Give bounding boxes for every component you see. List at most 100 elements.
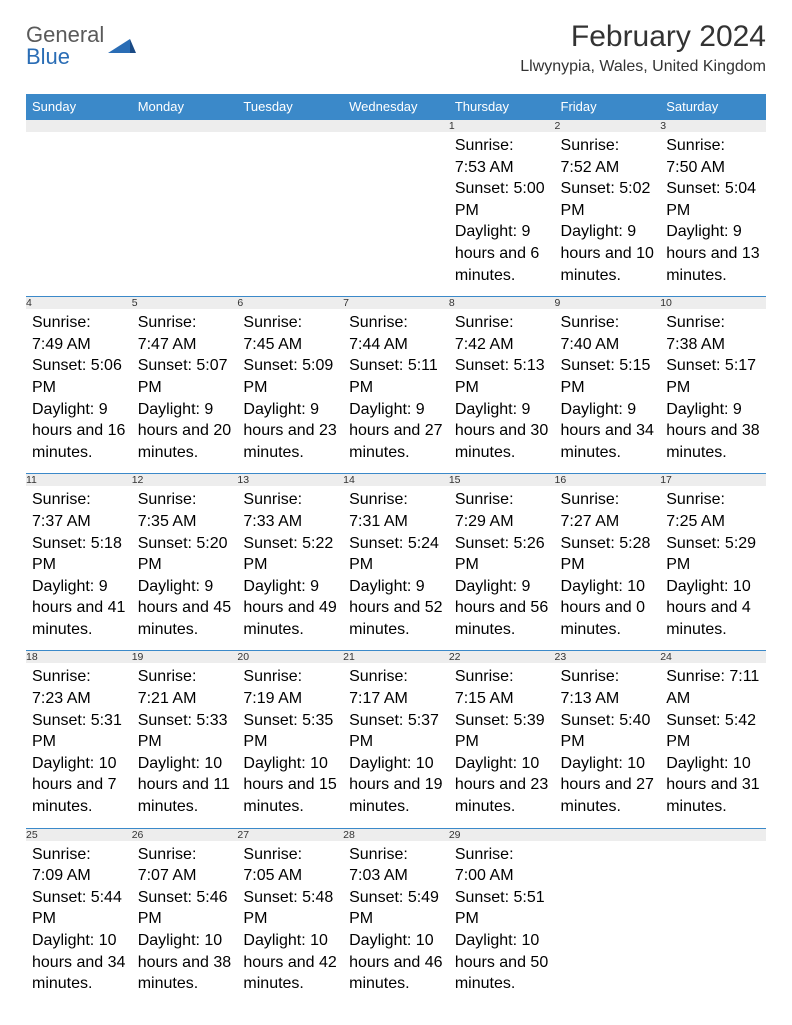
day-number-cell: 17 (660, 474, 766, 487)
calendar-page: General Blue February 2024 Llwynypia, Wa… (0, 0, 792, 1025)
day-data-cell (237, 132, 343, 297)
day-details: Sunrise: 7:05 AMSunset: 5:48 PMDaylight:… (237, 841, 343, 1005)
day-data-cell: Sunrise: 7:11 AMSunset: 5:42 PMDaylight:… (660, 663, 766, 828)
day-data-cell: Sunrise: 7:00 AMSunset: 5:51 PMDaylight:… (449, 841, 555, 1005)
day-details: Sunrise: 7:52 AMSunset: 5:02 PMDaylight:… (555, 132, 661, 296)
day-details: Sunrise: 7:47 AMSunset: 5:07 PMDaylight:… (132, 309, 238, 473)
day-number-cell: 25 (26, 828, 132, 841)
day-number-cell: 14 (343, 474, 449, 487)
day-data-cell: Sunrise: 7:50 AMSunset: 5:04 PMDaylight:… (660, 132, 766, 297)
day-number-cell: 1 (449, 120, 555, 133)
day-number-cell: 4 (26, 297, 132, 310)
calendar-week-numrow: 18192021222324 (26, 651, 766, 664)
day-data-cell: Sunrise: 7:17 AMSunset: 5:37 PMDaylight:… (343, 663, 449, 828)
month-title: February 2024 (520, 20, 766, 54)
calendar-week-datarow: Sunrise: 7:37 AMSunset: 5:18 PMDaylight:… (26, 486, 766, 651)
day-details: Sunrise: 7:49 AMSunset: 5:06 PMDaylight:… (26, 309, 132, 473)
day-number-cell: 11 (26, 474, 132, 487)
day-number-cell: 16 (555, 474, 661, 487)
day-details: Sunrise: 7:33 AMSunset: 5:22 PMDaylight:… (237, 486, 343, 650)
day-header: Sunday (26, 94, 132, 120)
day-data-cell: Sunrise: 7:49 AMSunset: 5:06 PMDaylight:… (26, 309, 132, 474)
day-number-cell: 20 (237, 651, 343, 664)
day-number-cell (132, 120, 238, 133)
calendar-week-datarow: Sunrise: 7:23 AMSunset: 5:31 PMDaylight:… (26, 663, 766, 828)
day-number-cell: 5 (132, 297, 238, 310)
day-number-cell: 18 (26, 651, 132, 664)
day-data-cell (660, 841, 766, 1005)
day-data-cell (343, 132, 449, 297)
calendar-week-numrow: 45678910 (26, 297, 766, 310)
logo-line1: General (26, 24, 104, 46)
logo: General Blue (26, 24, 136, 68)
calendar-week-numrow: 2526272829 (26, 828, 766, 841)
day-number-cell: 12 (132, 474, 238, 487)
day-number-cell (660, 828, 766, 841)
day-details: Sunrise: 7:44 AMSunset: 5:11 PMDaylight:… (343, 309, 449, 473)
day-number-cell: 2 (555, 120, 661, 133)
day-number-cell: 24 (660, 651, 766, 664)
day-data-cell: Sunrise: 7:33 AMSunset: 5:22 PMDaylight:… (237, 486, 343, 651)
day-data-cell: Sunrise: 7:31 AMSunset: 5:24 PMDaylight:… (343, 486, 449, 651)
day-number-cell: 23 (555, 651, 661, 664)
day-data-cell: Sunrise: 7:52 AMSunset: 5:02 PMDaylight:… (555, 132, 661, 297)
calendar-header-row: Sunday Monday Tuesday Wednesday Thursday… (26, 94, 766, 120)
day-data-cell: Sunrise: 7:35 AMSunset: 5:20 PMDaylight:… (132, 486, 238, 651)
day-header: Monday (132, 94, 238, 120)
day-number-cell (555, 828, 661, 841)
day-details: Sunrise: 7:15 AMSunset: 5:39 PMDaylight:… (449, 663, 555, 827)
day-data-cell (132, 132, 238, 297)
calendar-table: Sunday Monday Tuesday Wednesday Thursday… (26, 94, 766, 1005)
day-details: Sunrise: 7:00 AMSunset: 5:51 PMDaylight:… (449, 841, 555, 1005)
calendar-body: 123Sunrise: 7:53 AMSunset: 5:00 PMDaylig… (26, 120, 766, 1005)
day-number-cell: 9 (555, 297, 661, 310)
day-data-cell (26, 132, 132, 297)
day-data-cell: Sunrise: 7:05 AMSunset: 5:48 PMDaylight:… (237, 841, 343, 1005)
day-number-cell: 3 (660, 120, 766, 133)
day-header: Wednesday (343, 94, 449, 120)
calendar-week-datarow: Sunrise: 7:49 AMSunset: 5:06 PMDaylight:… (26, 309, 766, 474)
day-details: Sunrise: 7:29 AMSunset: 5:26 PMDaylight:… (449, 486, 555, 650)
calendar-week-numrow: 123 (26, 120, 766, 133)
day-data-cell: Sunrise: 7:03 AMSunset: 5:49 PMDaylight:… (343, 841, 449, 1005)
logo-text: General Blue (26, 24, 104, 68)
day-header: Tuesday (237, 94, 343, 120)
day-data-cell: Sunrise: 7:23 AMSunset: 5:31 PMDaylight:… (26, 663, 132, 828)
day-data-cell: Sunrise: 7:47 AMSunset: 5:07 PMDaylight:… (132, 309, 238, 474)
day-data-cell (555, 841, 661, 1005)
day-data-cell: Sunrise: 7:15 AMSunset: 5:39 PMDaylight:… (449, 663, 555, 828)
day-number-cell: 10 (660, 297, 766, 310)
title-block: February 2024 Llwynypia, Wales, United K… (520, 20, 766, 76)
day-details: Sunrise: 7:27 AMSunset: 5:28 PMDaylight:… (555, 486, 661, 650)
day-data-cell: Sunrise: 7:42 AMSunset: 5:13 PMDaylight:… (449, 309, 555, 474)
day-details: Sunrise: 7:17 AMSunset: 5:37 PMDaylight:… (343, 663, 449, 827)
day-data-cell: Sunrise: 7:25 AMSunset: 5:29 PMDaylight:… (660, 486, 766, 651)
day-number-cell (343, 120, 449, 133)
day-details: Sunrise: 7:21 AMSunset: 5:33 PMDaylight:… (132, 663, 238, 827)
day-details: Sunrise: 7:53 AMSunset: 5:00 PMDaylight:… (449, 132, 555, 296)
day-details: Sunrise: 7:09 AMSunset: 5:44 PMDaylight:… (26, 841, 132, 1005)
day-number-cell: 22 (449, 651, 555, 664)
day-number-cell: 13 (237, 474, 343, 487)
day-data-cell: Sunrise: 7:19 AMSunset: 5:35 PMDaylight:… (237, 663, 343, 828)
day-details: Sunrise: 7:23 AMSunset: 5:31 PMDaylight:… (26, 663, 132, 827)
calendar-week-numrow: 11121314151617 (26, 474, 766, 487)
day-number-cell: 7 (343, 297, 449, 310)
day-data-cell: Sunrise: 7:40 AMSunset: 5:15 PMDaylight:… (555, 309, 661, 474)
day-data-cell: Sunrise: 7:37 AMSunset: 5:18 PMDaylight:… (26, 486, 132, 651)
day-details: Sunrise: 7:50 AMSunset: 5:04 PMDaylight:… (660, 132, 766, 296)
day-number-cell: 21 (343, 651, 449, 664)
day-number-cell: 29 (449, 828, 555, 841)
day-number-cell (26, 120, 132, 133)
day-details: Sunrise: 7:03 AMSunset: 5:49 PMDaylight:… (343, 841, 449, 1005)
day-data-cell: Sunrise: 7:13 AMSunset: 5:40 PMDaylight:… (555, 663, 661, 828)
day-number-cell: 8 (449, 297, 555, 310)
day-details: Sunrise: 7:07 AMSunset: 5:46 PMDaylight:… (132, 841, 238, 1005)
calendar-week-datarow: Sunrise: 7:09 AMSunset: 5:44 PMDaylight:… (26, 841, 766, 1005)
day-details: Sunrise: 7:42 AMSunset: 5:13 PMDaylight:… (449, 309, 555, 473)
day-number-cell: 26 (132, 828, 238, 841)
calendar-week-datarow: Sunrise: 7:53 AMSunset: 5:00 PMDaylight:… (26, 132, 766, 297)
day-data-cell: Sunrise: 7:27 AMSunset: 5:28 PMDaylight:… (555, 486, 661, 651)
day-details: Sunrise: 7:35 AMSunset: 5:20 PMDaylight:… (132, 486, 238, 650)
day-details: Sunrise: 7:37 AMSunset: 5:18 PMDaylight:… (26, 486, 132, 650)
